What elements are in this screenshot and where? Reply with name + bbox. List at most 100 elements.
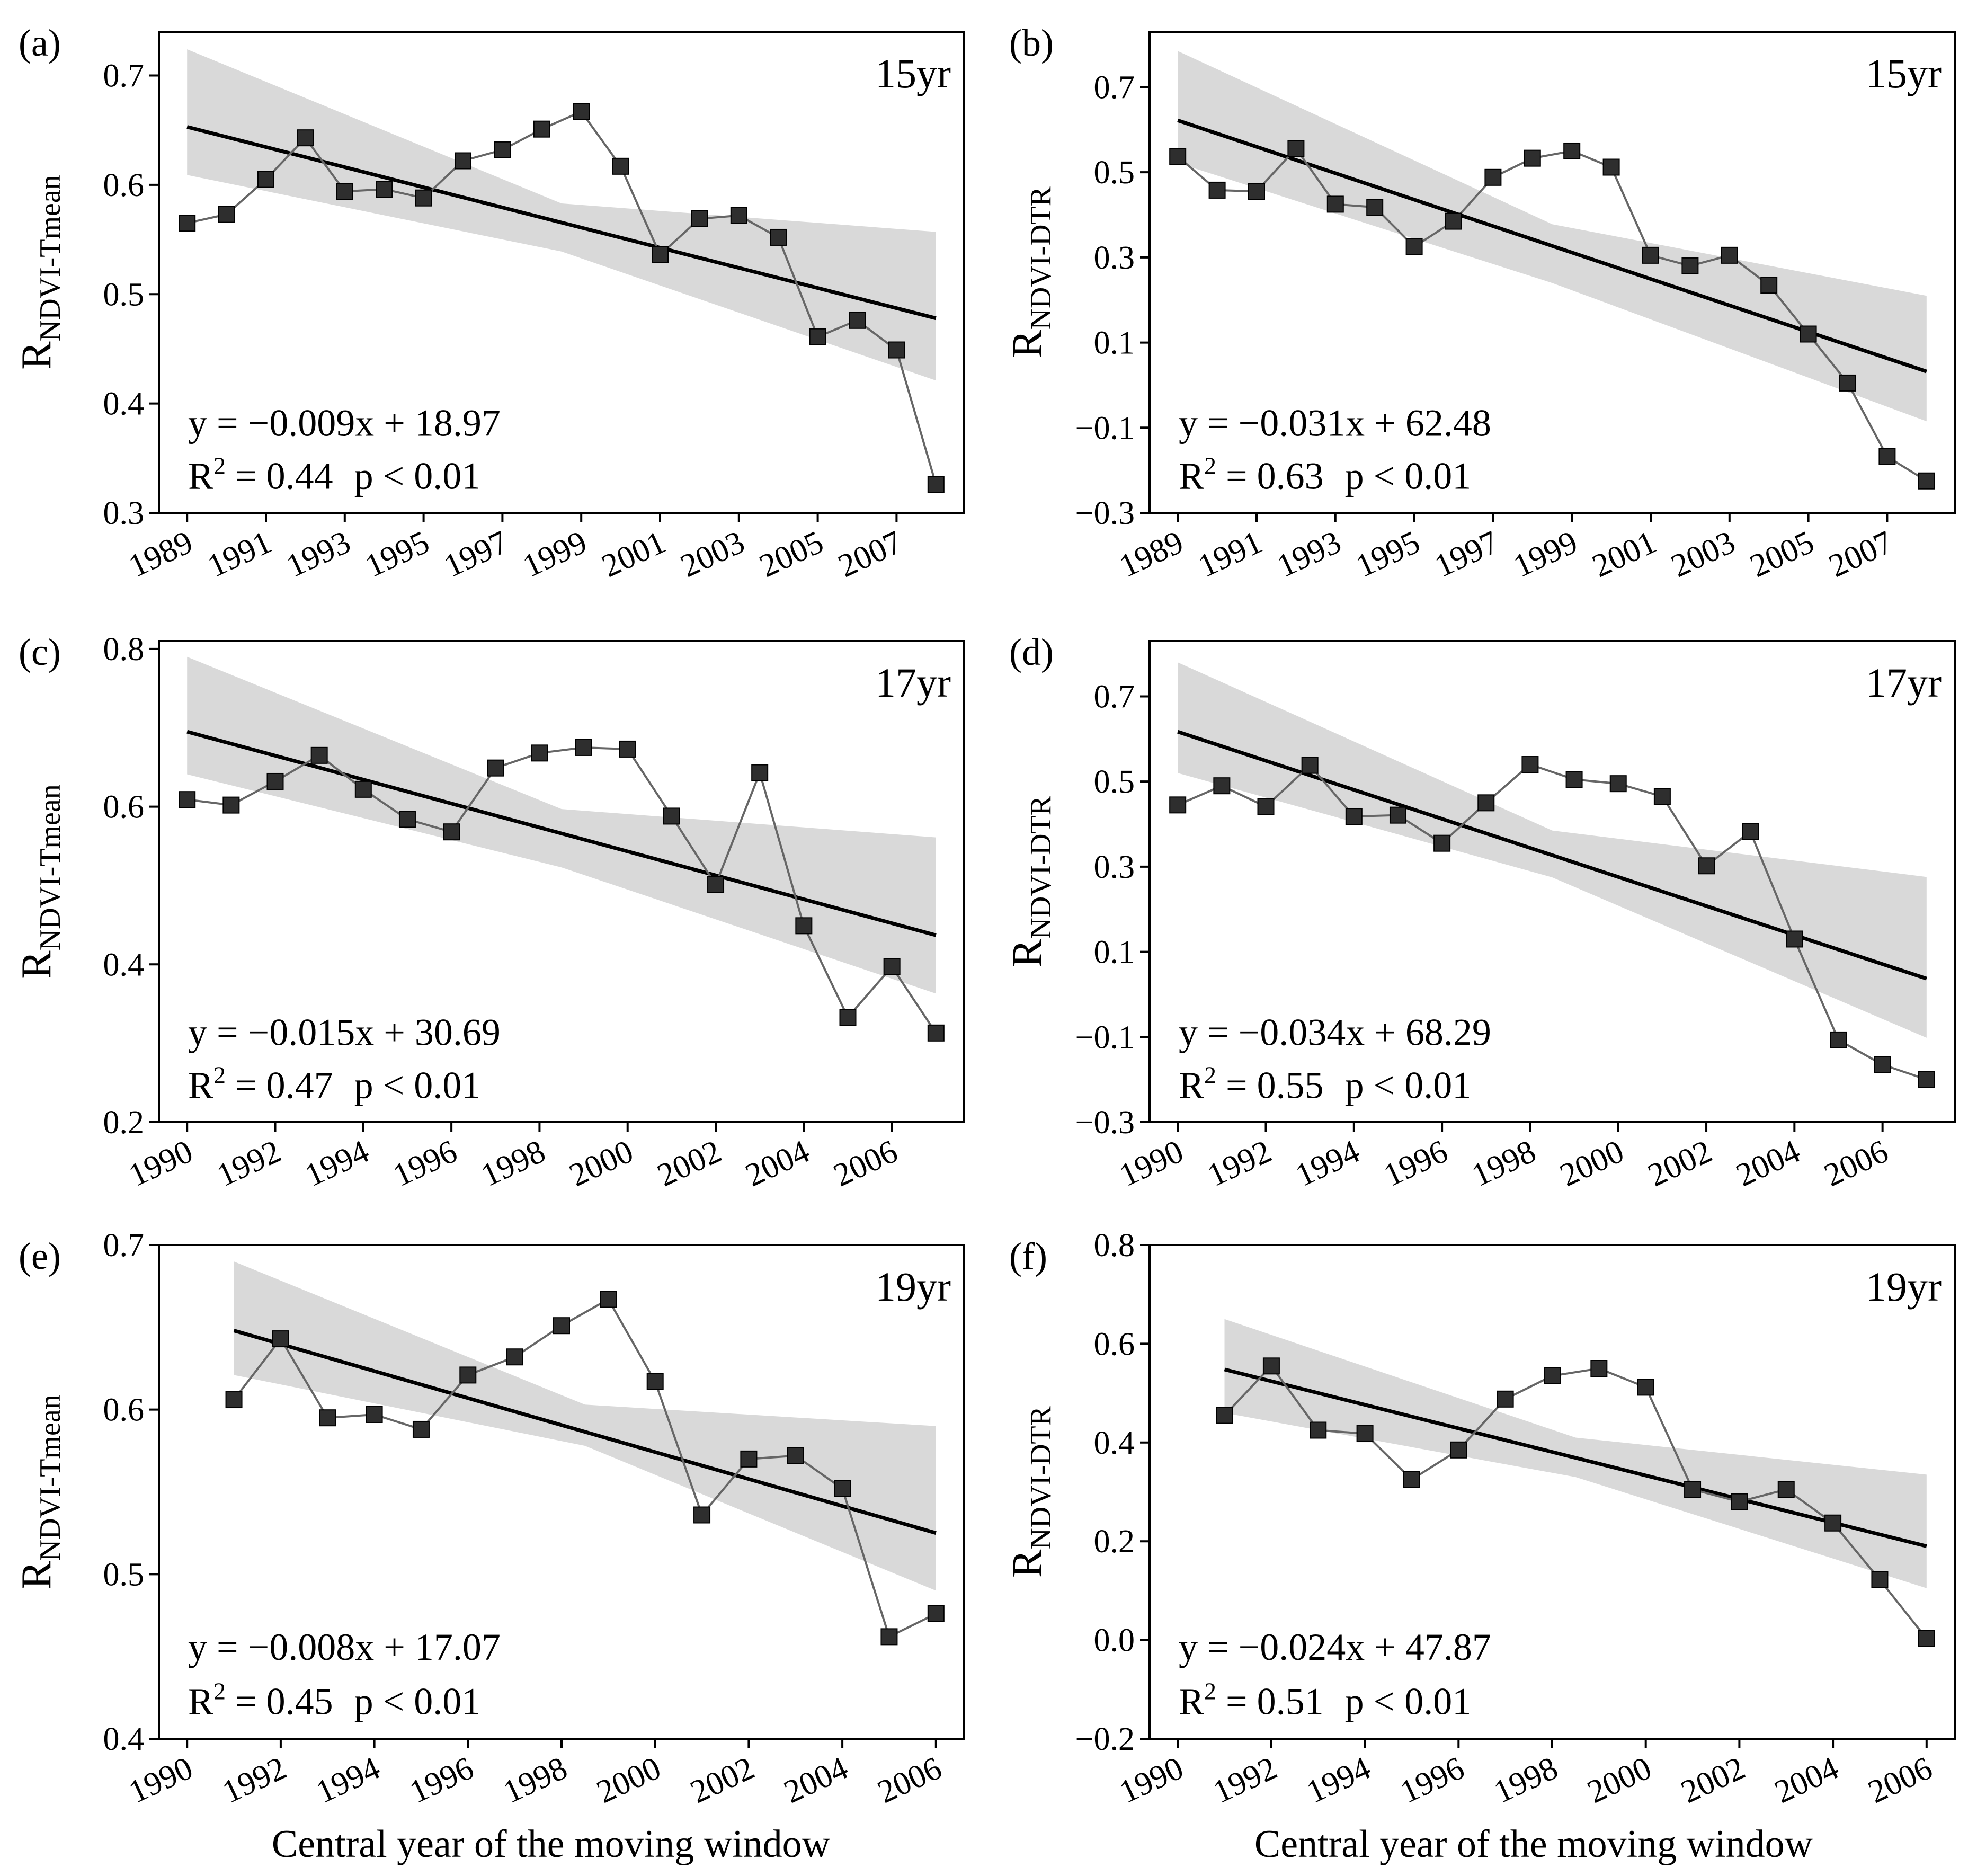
data-point (257, 171, 274, 188)
data-point (730, 207, 747, 224)
data-point (272, 1330, 289, 1348)
data-point (1169, 148, 1187, 165)
x-tick-label: 1998 (498, 1750, 573, 1810)
window-label: 15yr (875, 50, 951, 96)
y-tick-label: 0.6 (103, 789, 145, 825)
panel-label: (a) (19, 22, 61, 64)
x-tick-label: 2007 (833, 524, 907, 584)
data-point (809, 328, 826, 345)
data-point (1721, 246, 1738, 264)
data-point (1839, 374, 1856, 392)
data-point (455, 152, 471, 170)
data-point (1642, 246, 1659, 264)
x-tick-label: 2002 (652, 1133, 727, 1194)
regression-line (1177, 730, 1927, 981)
data-point (849, 312, 866, 329)
x-tick-label: 1992 (217, 1750, 292, 1810)
data-point (310, 746, 328, 764)
data-point (1777, 1481, 1795, 1498)
data-point (1830, 1031, 1847, 1048)
x-tick-label: 1999 (518, 524, 592, 584)
x-tick-label: 2005 (754, 524, 829, 584)
data-point (1918, 1071, 1935, 1088)
x-tick-label: 1992 (1202, 1133, 1277, 1194)
y-tick-label: 0.1 (1094, 935, 1135, 971)
regression-equation: y = −0.024x + 47.87 (1179, 1626, 1491, 1668)
y-tick-label: 0.6 (1094, 1326, 1135, 1362)
x-tick-label: 2007 (1823, 524, 1898, 584)
x-tick-label: 1991 (202, 524, 277, 584)
y-tick-label: 0.3 (103, 495, 145, 531)
panel-label: (b) (1009, 22, 1054, 64)
x-tick-label: 1998 (1466, 1133, 1541, 1194)
data-point (1874, 1056, 1891, 1073)
data-point (740, 1450, 758, 1468)
data-point (1248, 183, 1265, 200)
y-axis-title: RNDVI-Tmean (13, 1394, 67, 1589)
window-label: 17yr (875, 660, 951, 706)
panel-b: −0.3 −0.1 0.1 0.3 0.5 0.7 1989 1991 1993 1995 1997… (1004, 22, 1956, 584)
y-axis-title: RNDVI-Tmean (13, 784, 67, 979)
data-point (770, 228, 787, 246)
r-squared-text: R2 = 0.47 p < 0.01 (188, 1062, 480, 1107)
data-point (927, 1024, 945, 1042)
panel-label: (c) (19, 631, 61, 673)
data-point (1590, 1360, 1608, 1377)
y-tick-label: 0.5 (103, 277, 145, 313)
data-point (927, 476, 945, 493)
data-point (218, 206, 235, 223)
y-tick-label: 0.5 (103, 1557, 145, 1593)
data-point (1310, 1421, 1327, 1439)
data-point (1760, 277, 1778, 294)
data-point (573, 103, 590, 120)
regression-equation: y = −0.008x + 17.07 (188, 1626, 501, 1668)
data-point (787, 1447, 804, 1464)
x-tick-label: 1990 (1114, 1750, 1189, 1810)
x-tick-label: 1994 (310, 1750, 385, 1810)
axes-frame (158, 31, 965, 514)
data-point (880, 1628, 898, 1646)
series-line (233, 1297, 937, 1639)
data-point (927, 1605, 945, 1622)
data-point (693, 1506, 711, 1524)
data-point (1213, 777, 1231, 795)
x-tick-label: 1990 (123, 1750, 198, 1810)
data-point (1878, 448, 1896, 465)
y-tick-label: 0.3 (1094, 240, 1135, 276)
data-point (494, 141, 511, 158)
data-point (531, 744, 548, 762)
y-tick-label: −0.2 (1075, 1721, 1135, 1757)
data-point (415, 189, 432, 207)
window-label: 17yr (1866, 660, 1942, 706)
regression-equation: y = −0.015x + 30.69 (188, 1011, 501, 1054)
x-tick-label: 1997 (439, 524, 513, 584)
data-point (179, 791, 196, 808)
data-point (575, 739, 592, 756)
x-tick-label: 1992 (211, 1133, 286, 1194)
regression-line (186, 125, 937, 321)
series-line (1224, 1364, 1928, 1640)
data-point (1208, 181, 1226, 199)
data-point (1484, 168, 1502, 186)
data-point (795, 917, 813, 935)
x-tick-label: 1995 (1350, 524, 1425, 584)
regression-line (1224, 1367, 1927, 1548)
y-tick-label: −0.3 (1075, 1105, 1135, 1141)
x-tick-label: 2002 (1643, 1133, 1717, 1194)
panel-e: 0.4 0.5 0.6 0.7 1990 1992 1994 1996 1998 2000 2002… (13, 1228, 965, 1810)
panel-f: −0.2 0.0 0.2 0.4 0.6 0.8 1990 1992 1994 1996 1998 2… (1004, 1228, 1956, 1810)
data-point (1609, 775, 1627, 793)
data-point (1800, 325, 1817, 343)
y-tick-label: 0.2 (1094, 1524, 1135, 1560)
data-point (1262, 1357, 1280, 1375)
x-tick-label: 1993 (1272, 524, 1347, 584)
data-point (1326, 195, 1344, 213)
r-squared-text: R2 = 0.63 p < 0.01 (1179, 452, 1471, 497)
y-tick-label: 0.6 (103, 167, 145, 203)
y-axis-title: RNDVI-DTR (1004, 1406, 1057, 1578)
data-point (612, 157, 629, 175)
data-point (506, 1348, 523, 1366)
x-axis-title-right: Central year of the moving window (1254, 1822, 1813, 1866)
data-point (663, 807, 680, 825)
